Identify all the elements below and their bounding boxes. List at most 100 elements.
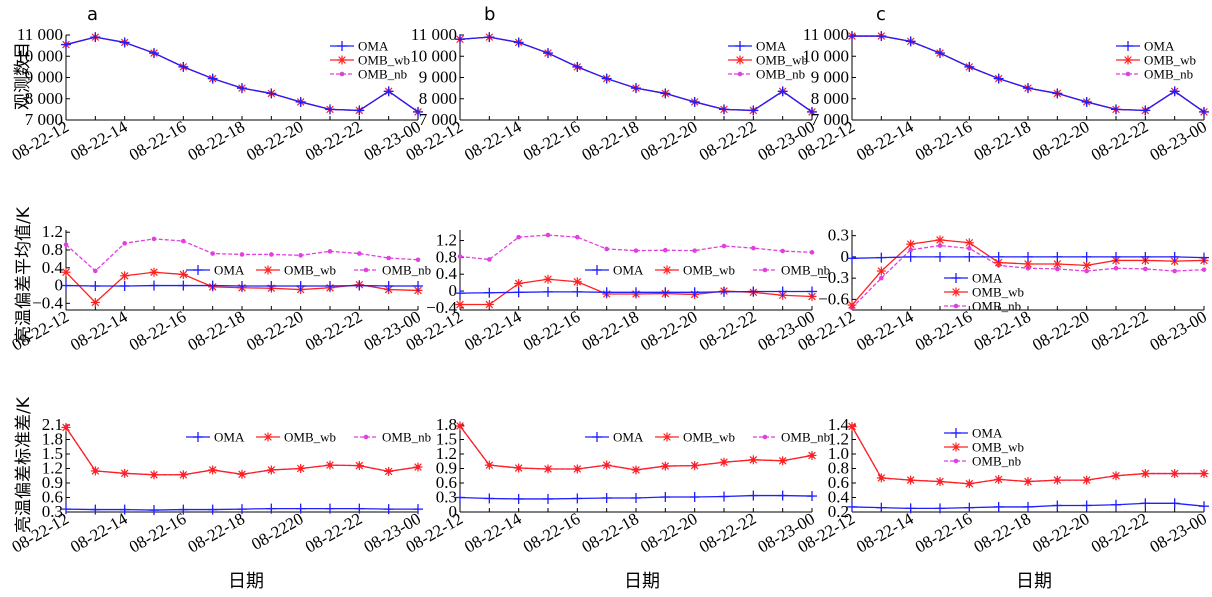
x-tick-label: 08-22-18 (185, 117, 248, 165)
y-tick-label: 11 000 (411, 25, 457, 44)
y-tick-label: 1.8 (436, 415, 457, 434)
point-OMB_nb (604, 247, 609, 252)
chart-b-std: 00.30.60.91.21.51.808-22-1208-22-1408-22… (403, 415, 831, 557)
x-tick-label: 08-22-18 (971, 117, 1034, 165)
series-line-OMB_nb (852, 426, 1204, 483)
x-tick-label: 08-22-18 (579, 509, 642, 557)
legend-marker-OMB_nb (954, 304, 959, 309)
legend-label-OMB_wb: OMB_wb (972, 440, 1024, 455)
x-tick-label: 08-22-18 (579, 307, 642, 355)
legend-label-OMB_wb: OMB_wb (683, 263, 735, 278)
legend-label-OMA: OMA (358, 39, 389, 54)
legend-label-OMB_wb: OMB_wb (284, 430, 336, 445)
x-tick-label: 08-22-22 (696, 307, 759, 355)
x-tick-label: 08-22-16 (126, 307, 189, 355)
chart-c-mean: −0.6−0.300.308-22-1208-22-1408-22-1608-2… (795, 226, 1210, 355)
legend-label-OMB_nb: OMB_nb (358, 67, 407, 82)
legend-marker-OMB_nb (1126, 72, 1131, 77)
panel-letter-a: a (87, 4, 98, 25)
xlabel-c: 日期 (1016, 567, 1052, 593)
chart-a-std: 0.30.60.91.21.51.82.108-22-1208-22-1408-… (9, 415, 432, 557)
chart-b-mean: −0.400.40.81.208-22-1208-22-1408-22-1608… (403, 230, 831, 355)
x-tick-label: 08-22-20 (637, 307, 700, 355)
x-tick-label: 08-22-18 (579, 117, 642, 165)
point-OMB_nb (122, 241, 127, 246)
x-tick-label: 08-22-20 (1029, 509, 1092, 557)
point-OMB_nb (1143, 267, 1148, 272)
x-tick-label: 08-22-18 (971, 307, 1034, 355)
y-tick-label: 0.8 (42, 240, 63, 259)
chart-a-mean: −0.400.40.81.208-22-1208-22-1408-22-1608… (9, 222, 432, 354)
legend-label-OMB_wb: OMB_wb (683, 430, 735, 445)
y-tick-label: 2.1 (42, 415, 63, 434)
x-tick-label: 08-22-14 (853, 307, 917, 355)
y-tick-label: 10 000 (802, 46, 849, 65)
y-tick-label: 0.3 (828, 226, 849, 245)
legend-marker-OMB_nb (340, 72, 345, 77)
x-tick-label: 08-23-00 (1147, 117, 1210, 165)
x-tick-label: 08-22-16 (912, 117, 975, 165)
point-OMB_nb (634, 248, 639, 253)
x-tick-label: 08-23-00 (1147, 509, 1210, 557)
point-OMB_nb (1172, 269, 1177, 274)
legend-label-OMB_nb: OMB_nb (1144, 67, 1193, 82)
x-tick-label: 08-22-22 (1088, 117, 1151, 165)
legend-label-OMA: OMA (1144, 39, 1175, 54)
point-OMB_nb (181, 239, 186, 244)
point-OMB_nb (64, 242, 69, 247)
series-line-OMB_nb (460, 235, 812, 259)
x-tick-label: 08-22-16 (126, 509, 189, 557)
y-tick-label: −0.3 (818, 268, 849, 287)
point-OMB_nb (93, 269, 98, 274)
x-tick-label: 08-22-22 (1088, 509, 1151, 557)
y-tick-label: 0.8 (436, 247, 457, 266)
point-OMB_nb (269, 252, 274, 257)
legend-label-OMB_nb: OMB_nb (756, 67, 805, 82)
x-tick-label: 08-22-22 (696, 509, 759, 557)
legend-label-OMA: OMA (972, 426, 1003, 441)
legend-label-OMA: OMA (214, 263, 245, 278)
y-tick-label: 11 000 (803, 25, 849, 44)
panel-letter-c: c (876, 4, 886, 25)
x-tick-label: 08-22-20 (243, 307, 306, 355)
x-tick-label: 08-22-22 (696, 117, 759, 165)
legend-label-OMA: OMA (972, 271, 1003, 286)
y-tick-label: 0.4 (42, 258, 64, 277)
xlabel-b: 日期 (624, 567, 660, 593)
x-tick-label: 08-22-20 (1029, 117, 1092, 165)
x-tick-label: 08-22-16 (520, 117, 583, 165)
x-tick-label: 08-22-18 (185, 509, 248, 557)
x-tick-label: 08-22-20 (637, 509, 700, 557)
point-OMB_nb (386, 256, 391, 261)
x-tick-label: 08-22-14 (67, 117, 131, 165)
legend-marker-OMB_nb (763, 268, 768, 273)
x-tick-label: 08-22-14 (461, 509, 525, 557)
legend-marker-OMB_nb (364, 435, 369, 440)
point-OMB_nb (751, 246, 756, 251)
y-tick-label: 9 000 (811, 68, 849, 87)
point-OMB_nb (780, 249, 785, 254)
x-tick-label: 08-22-20 (243, 117, 306, 165)
y-tick-label: 1.2 (42, 222, 63, 241)
xlabel-a: 日期 (228, 567, 264, 593)
x-tick-label: 08-22-14 (67, 509, 131, 557)
legend-marker-OMB_nb (364, 268, 369, 273)
x-tick-label: 08-22-14 (853, 117, 917, 165)
x-tick-label: 08-22-16 (126, 117, 189, 165)
legend-label-OMB_nb: OMB_nb (382, 430, 431, 445)
series-line-OMB_wb (852, 426, 1204, 483)
y-tick-label: 0.4 (436, 264, 458, 283)
legend-label-OMA: OMA (613, 430, 644, 445)
y-tick-label: 9 000 (419, 68, 457, 87)
legend-label-OMB_nb: OMB_nb (382, 263, 431, 278)
point-OMB_nb (298, 253, 303, 258)
point-OMB_nb (810, 250, 815, 255)
legend-label-OMB_wb: OMB_wb (358, 53, 410, 68)
panel-letter-b: b (484, 4, 495, 25)
x-tick-label: 08-22-14 (67, 307, 131, 355)
point-OMB_nb (328, 249, 333, 254)
